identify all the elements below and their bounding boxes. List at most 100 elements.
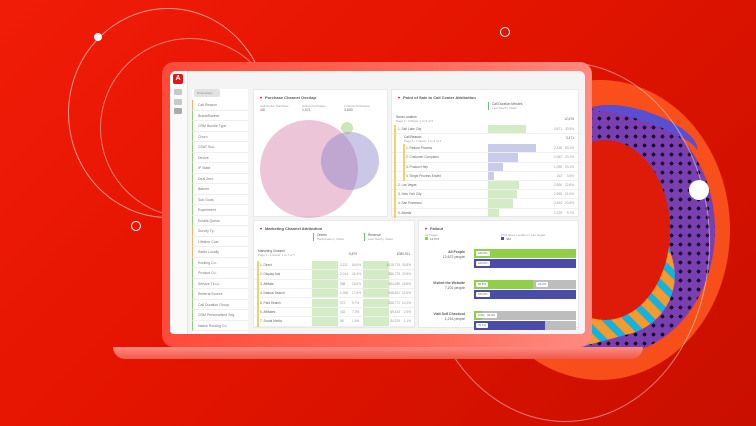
legend-label: All Pages xyxy=(425,233,438,237)
collapse-chevron-icon[interactable]: ▾ xyxy=(398,95,401,100)
table-row[interactable]: 3. Affiliate 988 16.8% $64,085 16.8% xyxy=(254,279,414,289)
legend-item[interactable]: All Pages 12,672 xyxy=(425,233,439,241)
venn-in-store[interactable] xyxy=(341,122,353,134)
app-logo[interactable]: A xyxy=(173,74,183,84)
revenue-column-header[interactable]: Revenue Last Touch | Visitor xyxy=(364,233,393,241)
bar-all-pages[interactable]: 9.6% xyxy=(474,311,487,320)
row-bar xyxy=(488,190,517,199)
revenue-pct: 16.8% xyxy=(401,281,411,286)
row-bar xyxy=(488,181,519,190)
dimension-item[interactable]: Experiment xyxy=(192,205,248,216)
dimension-item[interactable]: IP State xyxy=(192,163,248,174)
dimension-item[interactable]: Referral Source xyxy=(192,289,248,300)
table-row[interactable]: 7. Social Media 88 1.5% $4,229 1.1% xyxy=(254,317,414,327)
row-label: 3. New York City xyxy=(398,192,422,197)
metric-label: Call Center Purchase xyxy=(260,104,289,108)
dimension-item[interactable]: Service Tk.Lc.. xyxy=(192,278,248,289)
metric-header[interactable]: Call Duration Minutes Last Touch | Visit… xyxy=(488,102,522,110)
bar-segment[interactable]: 100.0% xyxy=(474,290,576,299)
bar-all-pages[interactable]: 56.8% xyxy=(474,280,534,289)
revenue-value: $38,772 xyxy=(388,300,400,305)
dimension-item[interactable]: Lifetime Cost xyxy=(192,236,248,247)
bar-segment[interactable]: 70.1% xyxy=(474,321,546,330)
bar-segment[interactable]: 100.0% xyxy=(474,259,576,268)
revenue-bar xyxy=(363,289,389,298)
table-row[interactable]: 4. San Francisco 2,634 20.8% xyxy=(392,199,578,209)
fallout-step[interactable]: Visited the Website 7,201 people 56.8% 43.2… xyxy=(419,278,578,308)
dimension-item[interactable]: CRM Personalized Seg xyxy=(192,310,248,321)
table-row[interactable]: 3. Product Help 1,058 23.1% xyxy=(392,162,578,172)
venn-call-center[interactable] xyxy=(260,120,358,218)
dimension-item[interactable]: Banner xyxy=(192,184,248,195)
dimension-item[interactable]: CRM Bundle Type xyxy=(192,121,248,132)
visualizations-icon[interactable] xyxy=(174,108,182,114)
row-value: 1,229 xyxy=(554,210,562,215)
bar-all-pages[interactable]: 100.0% xyxy=(474,249,576,258)
collapse-chevron-icon[interactable]: ▾ xyxy=(260,95,263,100)
metric-label: In Store Purchases xyxy=(344,104,370,108)
panel-title[interactable]: ▾ Point of Sale to Call Center Attributio… xyxy=(398,95,476,100)
bar-pct: 9.6% xyxy=(476,313,487,318)
row-value: 3,871 xyxy=(554,127,562,131)
legend-value-row: 482 xyxy=(501,237,545,241)
table-row[interactable]: 5. Atlanta 1,229 9.7% xyxy=(392,208,578,218)
orders-value: 432 xyxy=(340,310,346,314)
collapse-chevron-icon[interactable]: ▾ xyxy=(425,226,428,231)
fallout-step[interactable]: Visit Self Checkout 1,216 people 9.6% 90.4%… xyxy=(419,309,578,334)
components-icon[interactable] xyxy=(174,99,182,105)
fallout-step[interactable]: All People 12,672 people 100.0% 100.0% xyxy=(419,247,578,277)
dimension-item[interactable]: Device xyxy=(192,152,248,163)
dimension-item[interactable]: CSAT Sco.. xyxy=(192,142,248,153)
row-pct: 30.5% xyxy=(564,127,574,131)
orders-value: 988 xyxy=(340,281,346,286)
table-row[interactable]: 1. Direct 3,211 54.6% $128,776 33.8% xyxy=(254,261,414,271)
dimension-item[interactable]: Sub Gods xyxy=(192,194,248,205)
table-row[interactable]: 4. Natural Search 1,028 17.5% $48,831 12.8% xyxy=(254,289,414,299)
fallout-legend: All Pages 12,672 POS Store Location = Las … xyxy=(419,233,578,243)
row-pct: 23.1% xyxy=(564,164,574,169)
table-row[interactable]: 5. Paid Search 572 9.7% $38,772 10.2% xyxy=(254,298,414,308)
orders-column-header[interactable]: Orders Participation | Visitor xyxy=(313,233,344,241)
panel-title[interactable]: ▾ Purchase Channel Overlap xyxy=(260,95,316,100)
table-row[interactable]: 2. Customer Complaint 1,062 23.1% xyxy=(392,153,578,163)
dimension-item[interactable]: Survey Ty.. xyxy=(192,226,248,237)
dimension-item[interactable]: Churn xyxy=(192,131,248,142)
panels-icon[interactable] xyxy=(174,89,182,95)
row-bar xyxy=(488,208,499,217)
panel-title[interactable]: ▾ Fallout xyxy=(425,226,444,231)
legend-swatch xyxy=(425,237,428,240)
dimension-item[interactable]: Emails Queue xyxy=(192,215,248,226)
dimension-item[interactable]: Deal Zero xyxy=(192,173,248,184)
dimension-search[interactable]: Dimensions xyxy=(194,89,220,97)
table-row[interactable]: 2. Display Ads 2,014 34.3% $86,775 22.8% xyxy=(254,270,414,280)
dimension-item[interactable]: Rates Locally xyxy=(192,247,248,258)
dimension-item[interactable]: Product Co.. xyxy=(192,268,248,279)
laptop-lid: A Dimensions Call Reason Brand/Banner CRM … xyxy=(162,62,592,347)
table-row[interactable]: 2. Las Vegas 2,896 22.8% xyxy=(392,181,578,191)
table-row[interactable]: 1. Salt Lake City 3,871 30.5% xyxy=(392,125,578,135)
dimension-item[interactable]: Call Reason xyxy=(192,100,248,111)
row-bar xyxy=(488,162,503,171)
table-row[interactable]: 4. Single Process Ended 162 3.5% xyxy=(392,171,578,181)
legend-item[interactable]: POS Store Location = Las Vegas 482 xyxy=(501,233,545,241)
dimension-item[interactable]: Routing Co.. xyxy=(192,257,248,268)
row-label: 1. Salt Lake City xyxy=(398,127,422,131)
orbit-dot xyxy=(94,33,102,41)
revenue-bar xyxy=(363,298,389,307)
row-pct: 53.1% xyxy=(564,146,574,151)
panel-title[interactable]: ▾ Marketing Channel Attribution xyxy=(260,226,323,231)
collapse-chevron-icon[interactable]: ▾ xyxy=(260,226,263,231)
row-value: 1,058 xyxy=(554,164,562,169)
dimension-item[interactable]: Native Routing Co. xyxy=(192,320,248,331)
attribution-table: 1. Salt Lake City 3,871 30.5% Call Reason Pa… xyxy=(392,125,578,218)
table-row[interactable]: 3. New York City 2,658 21.0% xyxy=(392,190,578,200)
fallout-steps: All People 12,672 people 100.0% 100.0% Visit… xyxy=(419,247,578,330)
revenue-value: $48,831 xyxy=(388,291,400,296)
table-row[interactable]: 1. Refund Process 2,438 53.1% xyxy=(392,144,578,154)
dimension-item[interactable]: Brand/Banner xyxy=(192,110,248,121)
dimension-item[interactable]: Call Duration Group xyxy=(192,299,248,310)
venn-online[interactable] xyxy=(321,132,379,190)
orders-pct: 9.7% xyxy=(352,300,360,305)
panel-fallout: ▾ Fallout All Pages 12,672 POS Store Locati… xyxy=(418,220,579,330)
table-row[interactable]: 6. Affiliates 432 7.3% $9,443 2.5% xyxy=(254,308,414,318)
